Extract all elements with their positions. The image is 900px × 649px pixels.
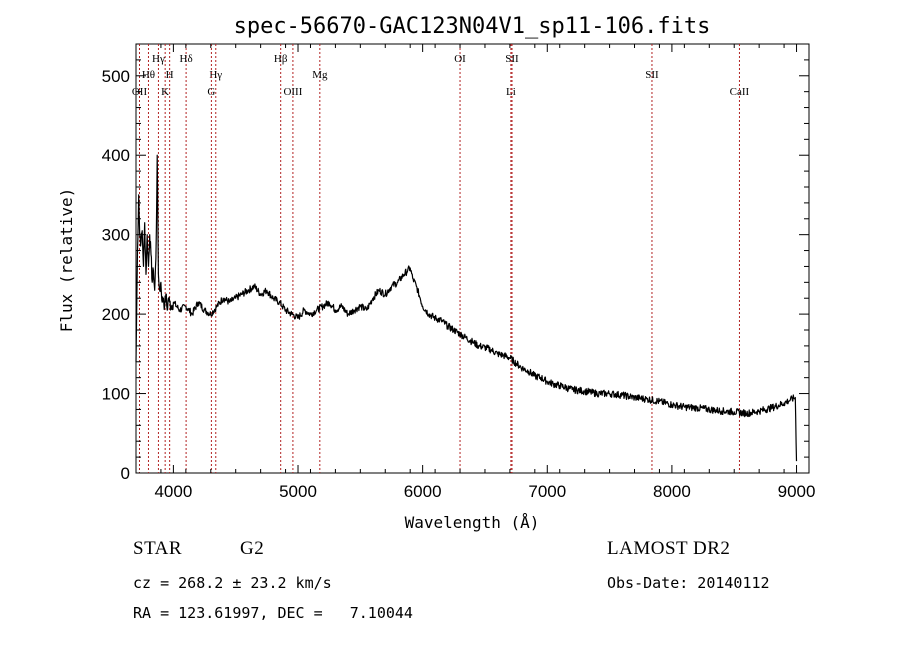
redshift-velocity: cz = 268.2 ± 23.2 km/s xyxy=(133,574,332,592)
line-marker-label: K xyxy=(161,86,169,98)
y-tick-label: 100 xyxy=(102,385,130,404)
x-tick-label: 9000 xyxy=(778,482,816,501)
line-marker-label: Li xyxy=(506,86,516,98)
line-marker-label: CaII xyxy=(730,86,750,98)
plot-frame xyxy=(135,43,810,474)
chart-title: spec-56670-GAC123N04V1_sp11-106.fits xyxy=(234,14,711,39)
x-tick-label: 6000 xyxy=(404,482,442,501)
spectrum-line xyxy=(135,154,798,462)
line-marker-label: SII xyxy=(645,69,659,81)
object-class: STAR xyxy=(133,538,183,559)
x-tick-label: 7000 xyxy=(528,482,566,501)
y-tick-label: 500 xyxy=(102,67,130,86)
x-tick-label: 4000 xyxy=(154,482,192,501)
y-tick-label: 400 xyxy=(102,146,130,165)
line-marker-label: Hδ xyxy=(180,53,193,65)
y-tick-label: 0 xyxy=(121,464,130,483)
line-marker-label: Hβ xyxy=(274,53,288,65)
axis-ticks: 4000 5000 6000 7000 8000 9000 0 100 200 300 400 500 xyxy=(102,44,816,501)
line-marker-label: Mg xyxy=(312,69,328,81)
y-axis-label: Flux (relative) xyxy=(57,188,76,333)
line-marker-label: OI xyxy=(454,53,466,65)
line-marker-label: G xyxy=(207,86,215,98)
observation-date: Obs-Date: 20140112 xyxy=(607,574,770,592)
x-tick-label: 5000 xyxy=(279,482,317,501)
line-marker-label: H xyxy=(166,69,174,81)
line-marker-label: Hγ xyxy=(152,53,165,65)
x-tick-label: 8000 xyxy=(653,482,691,501)
object-subclass: G2 xyxy=(240,538,265,559)
coordinates: RA = 123.61997, DEC = 7.10044 xyxy=(133,604,413,622)
y-tick-label: 300 xyxy=(102,226,130,245)
y-tick-label: 200 xyxy=(102,305,130,324)
survey-name: LAMOST DR2 xyxy=(607,538,731,559)
line-marker-label: OIII xyxy=(283,86,302,98)
line-marker-label: Hθ xyxy=(142,69,155,81)
x-axis-label: Wavelength (Å) xyxy=(405,513,540,532)
line-marker-label: SII xyxy=(505,53,519,65)
line-marker-label: Hγ xyxy=(209,69,222,81)
